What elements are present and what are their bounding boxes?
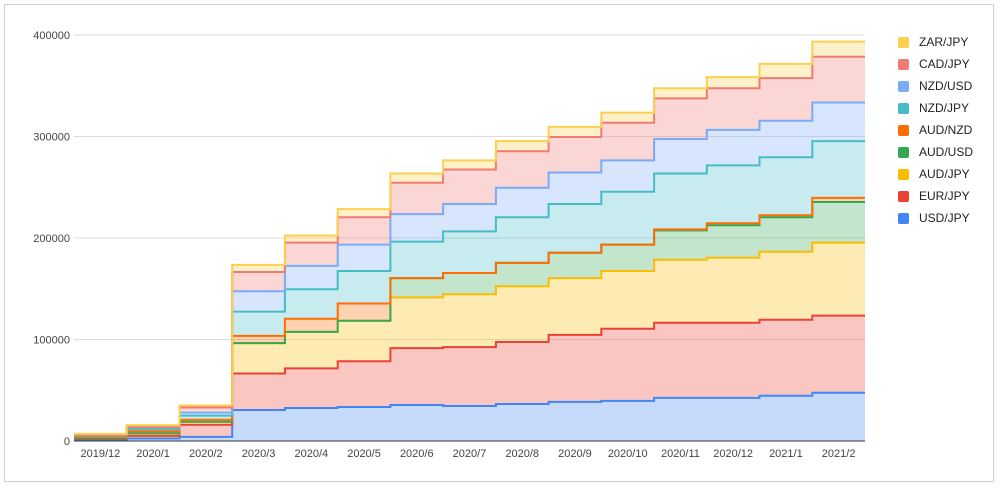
legend-swatch: [898, 80, 909, 92]
line-cad-jpy: [74, 55, 865, 436]
line-nzd-jpy: [74, 140, 865, 437]
legend-label: USD/JPY: [919, 211, 970, 225]
legend-label: EUR/JPY: [919, 189, 970, 203]
gridlines: [74, 34, 865, 340]
legend-item: CAD/JPY: [898, 53, 998, 75]
x-tick-label: 2020/2: [189, 448, 223, 460]
legend-label: CAD/JPY: [919, 57, 970, 71]
legend-swatch: [898, 212, 909, 224]
y-tick-label: 400000: [33, 30, 70, 42]
y-tick-label: 200000: [33, 233, 70, 245]
area-usd-jpy: [74, 392, 865, 441]
chart-container: 0 100000 200000 300000 400000 2019/12 2020/1 20…: [4, 4, 994, 482]
legend-item: ZAR/JPY: [898, 31, 998, 53]
line-nzd-usd: [74, 101, 865, 436]
line-aud-nzd: [74, 196, 865, 438]
legend-item: AUD/USD: [898, 141, 998, 163]
x-tick-label: 2021/1: [769, 448, 803, 460]
legend-swatch: [898, 190, 909, 202]
legend-swatch: [898, 146, 909, 158]
legend-label: ZAR/JPY: [919, 35, 969, 49]
legend-item: NZD/JPY: [898, 97, 998, 119]
area-aud-usd: [74, 202, 865, 438]
x-tick-label: 2020/8: [505, 448, 539, 460]
legend-item: NZD/USD: [898, 75, 998, 97]
x-tick-label: 2021/2: [822, 448, 856, 460]
x-tick-label: 2020/1: [136, 448, 170, 460]
x-tick-label: 2020/12: [713, 448, 753, 460]
legend-swatch: [898, 102, 909, 114]
legend-label: AUD/NZD: [919, 123, 973, 137]
legend-item: EUR/JPY: [898, 185, 998, 207]
x-tick-label: 2020/9: [558, 448, 592, 460]
x-tick-label: 2020/11: [661, 448, 700, 460]
legend-swatch: [898, 58, 909, 70]
line-usd-jpy: [74, 391, 865, 441]
area-aud-jpy: [74, 242, 865, 439]
x-tick-label: 2020/7: [453, 448, 487, 460]
line-zar-jpy: [74, 40, 865, 435]
y-tick-label: 300000: [33, 132, 70, 144]
x-tick-label: 2020/4: [294, 448, 328, 460]
chart-canvas: 0 100000 200000 300000 400000 2019/12 2020/1 20…: [33, 30, 865, 460]
y-tick-label: 100000: [33, 335, 70, 347]
axes: 0 100000 200000 300000 400000 2019/12 2020/1 20…: [33, 30, 865, 460]
x-tick-label: 2020/10: [608, 448, 648, 460]
series-lines: [74, 40, 865, 441]
legend-swatch: [898, 36, 909, 48]
line-eur-jpy: [74, 314, 865, 440]
area-nzd-jpy: [74, 141, 865, 437]
legend-swatch: [898, 124, 909, 136]
y-tick-label: 0: [64, 436, 70, 448]
legend-swatch: [898, 168, 909, 180]
legend-label: AUD/USD: [919, 145, 974, 159]
legend-item: AUD/NZD: [898, 119, 998, 141]
area-nzd-usd: [74, 102, 865, 436]
area-eur-jpy: [74, 315, 865, 440]
area-cad-jpy: [74, 56, 865, 435]
series-areas: [74, 41, 865, 441]
legend-label: NZD/USD: [919, 79, 973, 93]
legend-item: USD/JPY: [898, 207, 998, 229]
legend-item: AUD/JPY: [898, 163, 998, 185]
legend: ZAR/JPY CAD/JPY NZD/USD NZD/JPY AUD/NZD AUD/U…: [898, 31, 998, 229]
x-tick-label: 2020/6: [400, 448, 434, 460]
legend-label: AUD/JPY: [919, 167, 970, 181]
x-tick-label: 2019/12: [80, 448, 120, 460]
x-tick-label: 2020/5: [347, 448, 381, 460]
x-tick-label: 2020/3: [242, 448, 276, 460]
legend-label: NZD/JPY: [919, 101, 970, 115]
